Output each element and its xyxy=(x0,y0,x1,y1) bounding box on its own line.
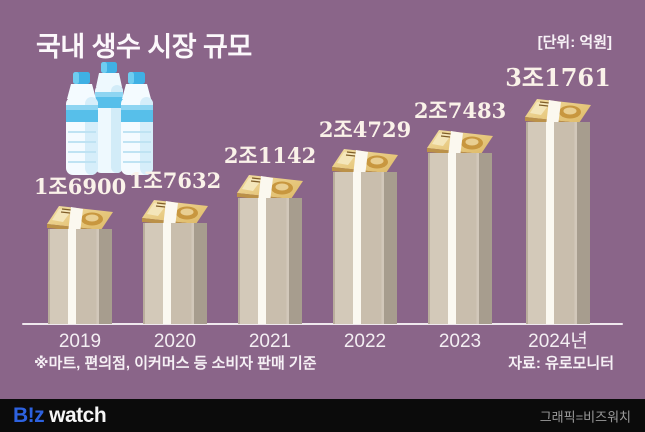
year-label: 2023 xyxy=(438,331,482,352)
gold-cap-icon xyxy=(237,175,303,202)
graphic-credit: 그래픽=비즈워치 xyxy=(539,409,631,424)
bar-body xyxy=(143,223,207,324)
year-label: 2024년 xyxy=(528,331,588,352)
bar-group-2021: 2조1142 2021 xyxy=(224,145,316,351)
bar-group-2019: 1조6900 2019 xyxy=(34,176,126,351)
footer-bar: B!z watch 그래픽=비즈워치 xyxy=(0,399,645,432)
gold-cap-icon xyxy=(142,200,208,227)
bar-body xyxy=(333,172,397,324)
bar-2023 xyxy=(425,127,495,324)
bar-group-2024: 3조1761 2024년 xyxy=(505,66,611,352)
water-bottles-icon xyxy=(66,62,153,175)
value-label: 3조1761 xyxy=(505,63,611,92)
gold-cap-icon xyxy=(525,99,591,126)
value-label: 1조6900 xyxy=(33,174,127,199)
bar-group-2022: 2조4729 2022 xyxy=(319,119,411,351)
year-label: 2019 xyxy=(58,331,102,352)
bizwatch-logo: B!z watch xyxy=(13,403,107,428)
bar-group-2020: 1조7632 2020 xyxy=(129,170,221,351)
x-axis-line xyxy=(22,323,623,325)
bar-2021 xyxy=(235,172,305,324)
source-label: 자료: 유로모니터 xyxy=(508,355,614,372)
bar-2024 xyxy=(523,96,593,324)
value-label: 2조4729 xyxy=(318,117,412,142)
gold-cap-icon xyxy=(427,130,493,157)
bar-body xyxy=(526,122,590,324)
value-label: 1조7632 xyxy=(128,168,222,193)
bar-group-2023: 2조7483 2023 xyxy=(414,100,506,351)
bar-body xyxy=(48,229,112,324)
bar-body xyxy=(428,153,492,324)
page-title: 국내 생수 시장 규모 xyxy=(36,32,252,62)
bar-2022 xyxy=(330,146,400,324)
logo-watch-text: watch xyxy=(49,403,107,427)
year-label: 2022 xyxy=(343,331,387,352)
footnote: ※마트, 편의점, 이커머스 등 소비자 판매 기준 xyxy=(34,355,317,372)
unit-label: [단위: 억원] xyxy=(537,34,612,51)
bar-2019 xyxy=(45,203,115,324)
gold-cap-icon xyxy=(47,206,113,233)
bar-2020 xyxy=(140,197,210,324)
value-label: 2조1142 xyxy=(223,143,317,168)
bar-body xyxy=(238,198,302,324)
year-label: 2020 xyxy=(153,331,197,352)
logo-biz-text: B!z xyxy=(13,403,45,427)
year-label: 2021 xyxy=(248,331,292,352)
value-label: 2조7483 xyxy=(413,98,507,123)
